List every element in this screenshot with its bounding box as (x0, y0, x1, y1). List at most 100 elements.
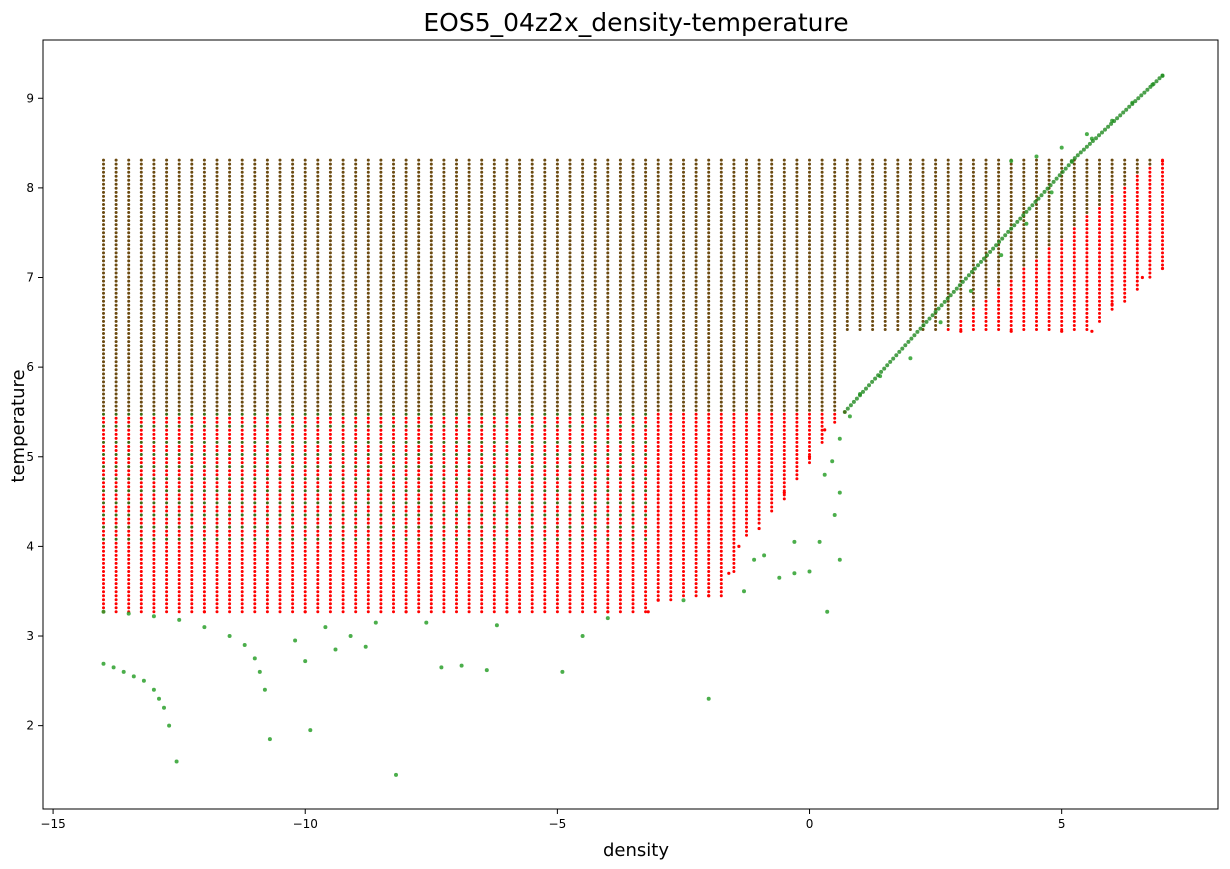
grid-point (480, 578, 484, 582)
grid-point (190, 344, 194, 348)
grid-point (656, 287, 660, 291)
grid-point (719, 485, 723, 489)
grid-point (366, 364, 370, 368)
grid-point (644, 364, 648, 368)
grid-point (1035, 283, 1038, 287)
grid-point (606, 602, 610, 606)
grid-point (518, 428, 522, 432)
grid-point (694, 372, 698, 376)
grid-point (379, 432, 383, 436)
grid-point (291, 348, 295, 352)
grid-point (165, 574, 169, 577)
grid-point (127, 336, 131, 340)
grid-point (606, 412, 610, 416)
grid-point (228, 291, 232, 295)
grid-point (606, 307, 610, 311)
grid-point (518, 319, 522, 323)
grid-point (202, 380, 206, 384)
grid-point (202, 501, 206, 505)
grid-point (177, 348, 181, 352)
grid-point (102, 440, 105, 444)
grid-point (518, 436, 522, 440)
grid-point (631, 364, 635, 368)
grid-point (694, 553, 698, 557)
grid-point (366, 501, 370, 505)
grid-point (530, 529, 534, 533)
grid-point (505, 574, 509, 577)
grid-point (745, 315, 748, 319)
grid-point (202, 299, 206, 303)
grid-point (795, 428, 799, 432)
grid-point (606, 283, 610, 287)
grid-point (316, 505, 320, 509)
grid-point (114, 582, 118, 586)
grid-point (417, 598, 421, 602)
grid-point (429, 602, 433, 606)
grid-point (240, 436, 244, 440)
grid-point (354, 436, 358, 440)
grid-point (316, 445, 320, 448)
grid-point (379, 396, 383, 400)
grid-point (770, 364, 774, 368)
grid-point (190, 428, 194, 432)
grid-point (442, 469, 446, 473)
grid-point (795, 332, 799, 335)
grid-point (354, 598, 358, 602)
grid-point (139, 553, 143, 557)
grid-point (328, 364, 332, 368)
grid-point (265, 545, 269, 549)
grid-point (341, 315, 345, 319)
grid-point (543, 473, 547, 477)
grid-point (215, 521, 219, 525)
grid-point (1072, 307, 1076, 311)
grid-point (278, 328, 282, 331)
grid-point (543, 303, 547, 307)
grid-point (669, 392, 673, 396)
grid-point (1060, 275, 1064, 279)
grid-point (265, 461, 269, 465)
grid-point (555, 541, 559, 545)
grid-point (543, 291, 547, 295)
grid-point (467, 598, 471, 602)
grid-point (366, 493, 370, 497)
grid-point (190, 453, 194, 456)
grid-point (745, 336, 748, 340)
grid-point (833, 352, 837, 356)
grid-point (732, 283, 736, 287)
grid-point (971, 311, 975, 315)
grid-point (228, 461, 232, 465)
grid-point (215, 586, 219, 590)
grid-point (707, 541, 711, 545)
grid-point (127, 493, 131, 497)
grid-point (492, 352, 496, 356)
grid-point (215, 505, 219, 509)
grid-point (404, 436, 408, 440)
grid-point (896, 291, 900, 295)
grid-point (618, 400, 622, 404)
grid-point (581, 574, 585, 577)
grid-point (707, 275, 711, 279)
grid-point (707, 295, 711, 299)
grid-point (782, 485, 786, 489)
grid-point (278, 356, 282, 360)
grid-point (417, 356, 421, 360)
grid-point (606, 465, 610, 469)
grid-point (644, 497, 648, 501)
grid-point (265, 303, 269, 307)
grid-point (467, 332, 471, 335)
grid-point (102, 578, 105, 582)
grid-point (530, 416, 534, 420)
grid-point (631, 566, 635, 569)
grid-point (467, 420, 471, 424)
grid-point (354, 299, 358, 303)
grid-point (934, 279, 938, 283)
grid-point (127, 380, 131, 384)
grid-point (215, 432, 219, 436)
grid-point (543, 582, 547, 586)
grid-point (896, 324, 900, 327)
grid-point (240, 553, 244, 557)
grid-point (442, 376, 446, 380)
grid-point (102, 412, 105, 416)
grid-point (455, 291, 458, 295)
grid-point (265, 449, 269, 452)
